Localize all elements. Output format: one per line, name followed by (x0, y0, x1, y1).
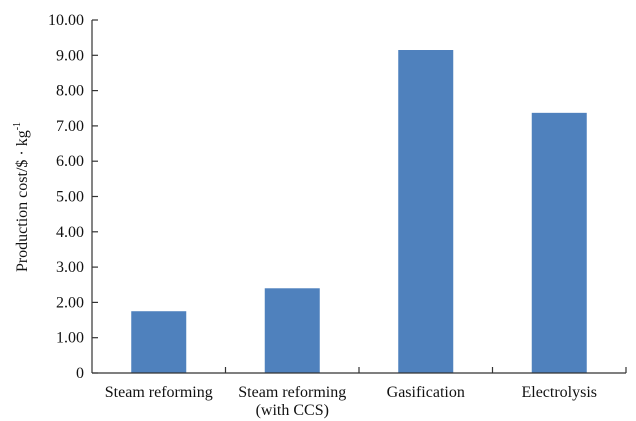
x-category-label-line: (with CCS) (256, 402, 329, 419)
x-category-label: Electrolysis (521, 384, 597, 401)
y-tick-label: 9.00 (56, 47, 84, 64)
bar (531, 112, 587, 374)
y-axis-ticks: 0 1.00 2.00 3.00 4.00 5.00 6.00 7.00 8.00 9.00 10.… (48, 12, 98, 382)
x-category-label: Gasification (387, 384, 465, 401)
x-category-label-line: Electrolysis (521, 384, 597, 401)
y-axis-title-text: Production cost/$ · kg-1 (12, 122, 31, 272)
x-category-label-line: Steam reforming (238, 384, 346, 401)
bars (131, 50, 587, 374)
x-category-label: Steam reforming (105, 384, 213, 401)
y-axis-title-main: Production cost/$ · kg (14, 130, 31, 272)
y-tick-label: 4.00 (56, 224, 84, 241)
y-tick-label: 2.00 (56, 294, 84, 311)
bar (398, 50, 454, 373)
x-category-label-line: Steam reforming (105, 384, 213, 401)
x-axis-labels: Steam reforming Steam reforming (with CCS)… (105, 384, 597, 419)
y-tick-label: 8.00 (56, 83, 84, 100)
y-tick-label: 3.00 (56, 259, 84, 276)
x-category-label-line: Gasification (387, 384, 465, 401)
y-axis-title: Production cost/$ · kg-1 (12, 122, 31, 272)
x-axis-ticks (224, 367, 627, 373)
x-category-label: Steam reforming (with CCS) (238, 384, 346, 419)
y-tick-label: 1.00 (56, 330, 84, 347)
y-tick-label: 5.00 (56, 189, 84, 206)
y-tick-label: 6.00 (56, 153, 84, 170)
bar (264, 288, 320, 373)
y-tick-label: 10.00 (48, 12, 84, 29)
y-tick-label: 7.00 (56, 118, 84, 135)
bar (131, 311, 187, 373)
y-tick-label: 0 (76, 365, 84, 382)
y-axis-title-superscript: -1 (12, 122, 23, 130)
